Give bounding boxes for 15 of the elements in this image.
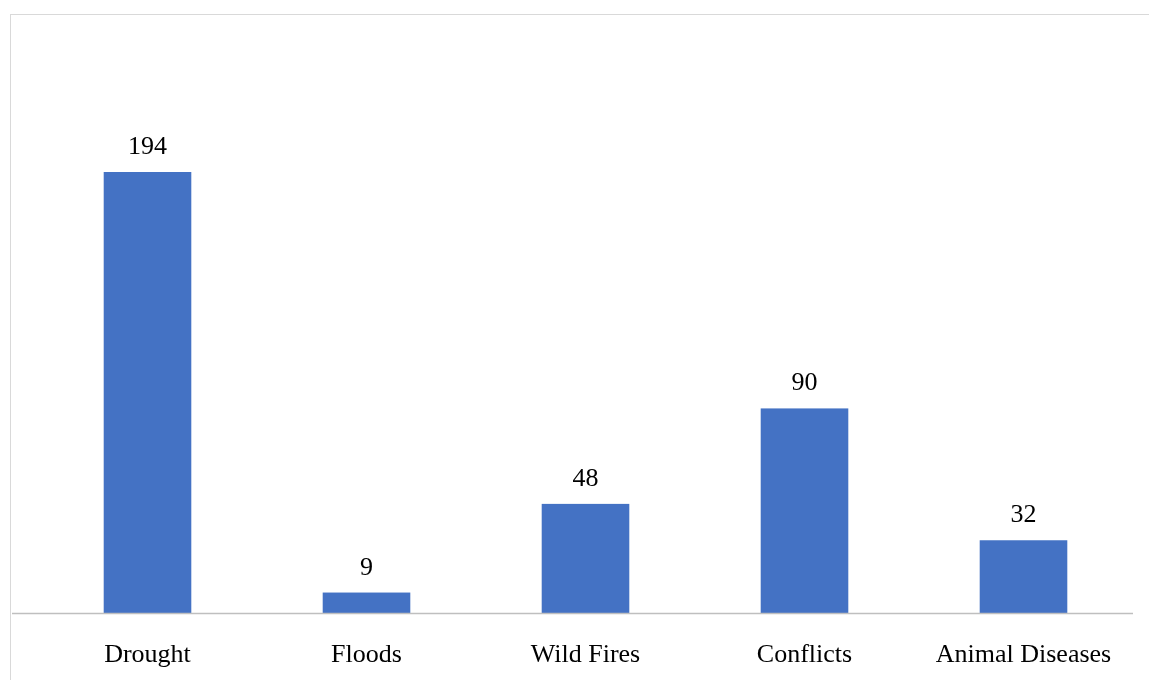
x-tick-label: Drought	[104, 639, 192, 668]
data-label: 194	[128, 131, 167, 160]
bar	[979, 540, 1068, 613]
bar	[760, 408, 849, 613]
bar	[541, 503, 630, 613]
data-label: 90	[791, 367, 818, 397]
x-tick-label: Wild Fires	[530, 639, 641, 668]
x-tick-label: Floods	[331, 639, 402, 668]
bar	[322, 592, 411, 613]
data-label: 48	[572, 462, 599, 492]
data-label: 9	[360, 551, 373, 581]
bar	[103, 172, 192, 613]
data-label: 32	[1010, 499, 1037, 529]
x-tick-label: Animal Diseases	[935, 639, 1112, 668]
x-tick-label: Conflicts	[756, 639, 853, 668]
